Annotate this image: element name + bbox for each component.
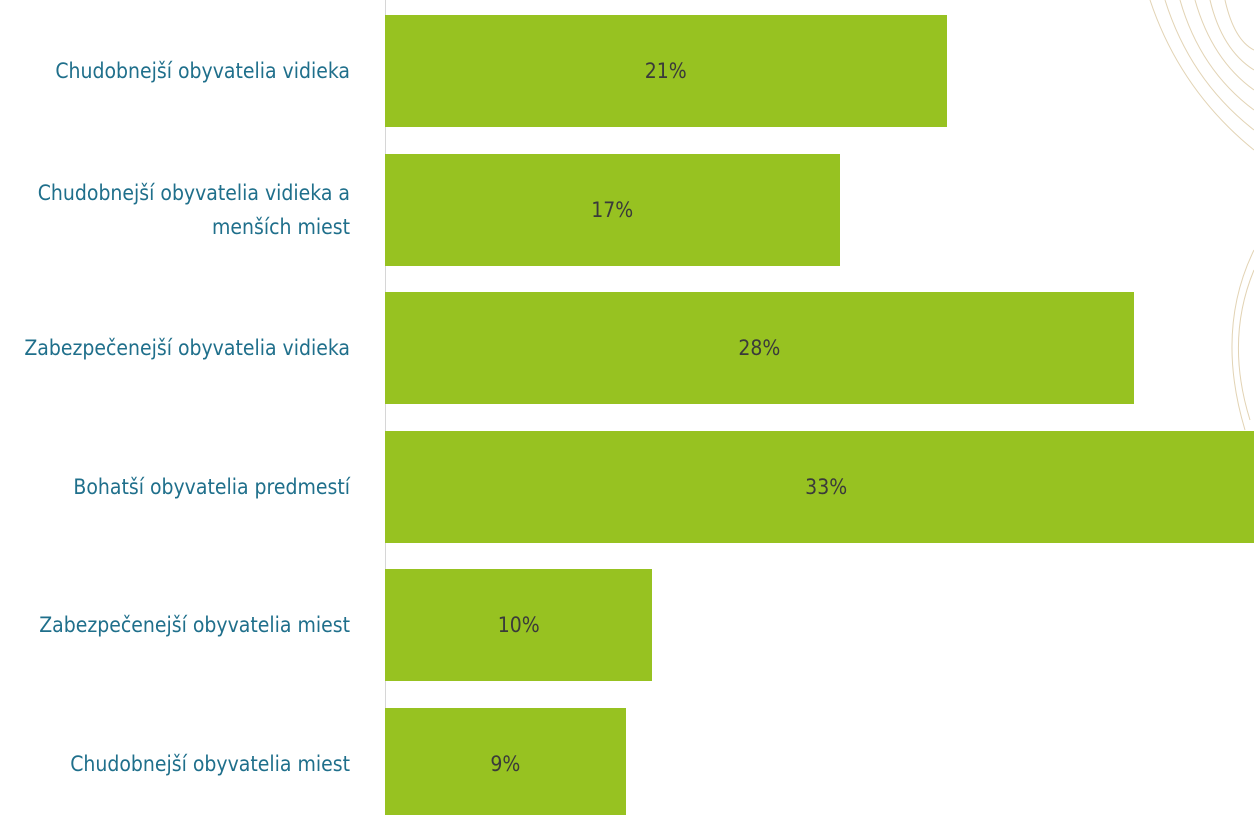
category-label: Chudobnejší obyvatelia vidieka	[55, 59, 350, 83]
category-label: Zabezpečenejší obyvatelia miest	[39, 613, 350, 637]
category-label: Chudobnejší obyvatelia vidieka a menších…	[37, 180, 350, 239]
category-label: Bohatší obyvatelia predmestí	[73, 474, 350, 499]
category-label: Zabezpečenejší obyvatelia vidieka	[24, 336, 350, 360]
value-label: 28%	[738, 336, 781, 360]
bar: 33%	[385, 430, 1254, 543]
value-label: 21%	[644, 59, 687, 83]
value-label: 17%	[591, 197, 634, 222]
value-label: 33%	[805, 474, 848, 499]
bar: 21%	[385, 15, 947, 127]
bar: 17%	[385, 153, 840, 266]
value-label: 10%	[497, 613, 540, 637]
bar: 10%	[385, 569, 653, 681]
bar: 28%	[385, 292, 1134, 404]
category-label: Chudobnejší obyvatelia miest	[70, 751, 350, 776]
axis-line	[385, 0, 386, 815]
bar: 9%	[385, 707, 626, 815]
value-label: 9%	[490, 751, 521, 776]
